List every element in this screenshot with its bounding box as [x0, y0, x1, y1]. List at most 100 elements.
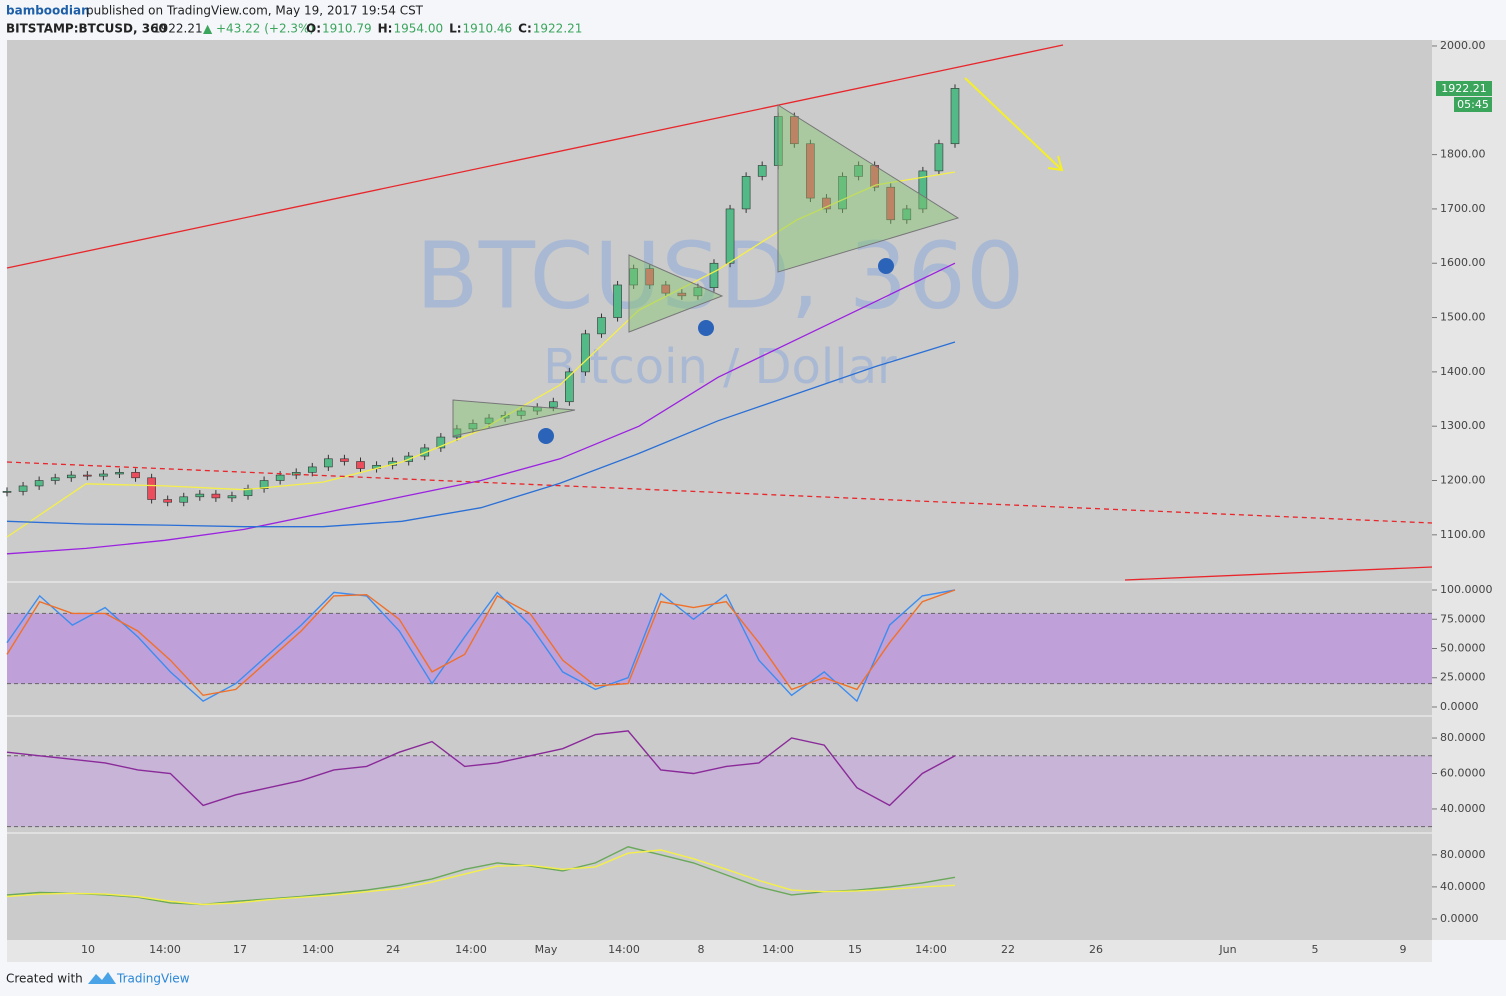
- x-tick-label: 14:00: [762, 943, 794, 956]
- candle: [2, 491, 12, 493]
- indicator-line: [6, 730, 956, 807]
- candle: [886, 186, 896, 221]
- candle: [806, 143, 815, 199]
- y-tick-label: 0.0000: [1440, 912, 1479, 925]
- ohlc-value: 1910.79: [322, 22, 372, 36]
- trendline-dashed: [6, 461, 1433, 524]
- trendline: [1124, 566, 1433, 581]
- candle: [597, 317, 606, 335]
- countdown-bg: [1454, 97, 1492, 112]
- candle: [790, 116, 799, 145]
- indicator-line: [6, 589, 956, 697]
- author[interactable]: bamboodian: [6, 4, 90, 18]
- candle: [307, 466, 317, 473]
- candle: [645, 268, 655, 286]
- y-tick-label: 40.0000: [1440, 802, 1486, 815]
- triangle: [628, 254, 724, 333]
- candle: [324, 458, 333, 468]
- y-tick-label: 1300.00: [1440, 419, 1486, 432]
- ohlc-value: 1910.46: [463, 22, 513, 36]
- candle: [934, 143, 944, 172]
- candle: [822, 197, 831, 210]
- footer-brand[interactable]: TradingView: [116, 972, 190, 986]
- ohlc-label: O:: [306, 22, 321, 36]
- ohlc: O: 1910.79 H: 1954.00 L: 1910.46 C: 1922.21: [306, 22, 582, 36]
- brand-logo: [88, 972, 116, 984]
- price-axis-bg: [1432, 40, 1506, 940]
- ohlc-label: H:: [378, 22, 393, 36]
- candle: [163, 499, 172, 503]
- triangle: [777, 104, 960, 273]
- change-arrow: ▲: [203, 22, 213, 36]
- candle: [741, 176, 751, 210]
- candle: [436, 436, 446, 449]
- candle: [147, 477, 156, 500]
- candle: [99, 473, 108, 477]
- candle: [516, 410, 526, 416]
- ohlc-label: L:: [449, 22, 461, 36]
- candle: [902, 208, 912, 221]
- trendline: [6, 44, 1064, 269]
- price-tag-bg: [1436, 81, 1492, 96]
- candle: [549, 401, 558, 408]
- candle: [854, 165, 863, 177]
- candle: [34, 480, 44, 487]
- x-tick-label: 15: [848, 943, 862, 956]
- x-tick-label: 22: [1001, 943, 1015, 956]
- x-tick-label: 9: [1400, 943, 1407, 956]
- x-tick-label: 14:00: [302, 943, 334, 956]
- y-tick-label: 0.0000: [1440, 700, 1479, 713]
- indicator-line: [6, 849, 956, 906]
- band: [7, 755, 1432, 827]
- published: published on TradingView.com, May 19, 20…: [86, 4, 424, 18]
- y-tick-label: 60.0000: [1440, 766, 1486, 779]
- indicator-line: [6, 589, 956, 703]
- y-tick-label: 1100.00: [1440, 528, 1486, 541]
- hand-icons: [538, 258, 894, 444]
- ohlc-value: 1954.00: [393, 22, 443, 36]
- moving-average: [6, 262, 956, 555]
- footer-created: Created with: [6, 972, 83, 986]
- time-axis-bg: [7, 940, 1432, 962]
- candle: [356, 461, 365, 469]
- last: 1922.21: [153, 22, 203, 36]
- candle: [259, 480, 269, 489]
- x-tick-label: 14:00: [149, 943, 181, 956]
- candle: [83, 474, 92, 477]
- x-tick-label: 5: [1312, 943, 1319, 956]
- candle: [757, 165, 767, 177]
- candle: [613, 284, 622, 318]
- candle: [195, 493, 205, 498]
- candle: [115, 472, 124, 475]
- change: +43.22 (+2.3%): [216, 22, 314, 36]
- candle: [131, 472, 140, 479]
- candle: [950, 88, 960, 145]
- watermark-symbol: BTCUSD, 360: [416, 222, 1025, 329]
- plot: 1100.00 1200.00 1300.00 1400.00 1500.00 1600.…: [2, 39, 1493, 956]
- candle: [725, 208, 735, 264]
- y-tick-label: 80.0000: [1440, 731, 1486, 744]
- x-tick-label: 26: [1089, 943, 1103, 956]
- x-tick-label: 14:00: [915, 943, 947, 956]
- x-tick-label: May: [535, 943, 558, 956]
- x-tick-label: 10: [81, 943, 95, 956]
- x-tick-label: 17: [233, 943, 247, 956]
- candle: [709, 262, 719, 288]
- ohlc-value: 1922.21: [533, 22, 583, 36]
- candle: [275, 474, 285, 481]
- y-tick-label: 1500.00: [1440, 311, 1486, 324]
- arrow: [964, 77, 1064, 172]
- y-tick-label: 75.0000: [1440, 612, 1486, 625]
- candle: [468, 423, 478, 430]
- candle: [50, 477, 60, 481]
- candle: [918, 170, 928, 210]
- candle: [291, 472, 301, 476]
- moving-average: [6, 341, 956, 528]
- y-tick-label: 1200.00: [1440, 474, 1486, 487]
- y-tick-label: 80.0000: [1440, 848, 1486, 861]
- price-tag: 1922.21: [1441, 82, 1487, 95]
- x-tick-label: 14:00: [455, 943, 487, 956]
- y-tick-label: 2000.00: [1440, 39, 1486, 52]
- x-tick-label: Jun: [1218, 943, 1236, 956]
